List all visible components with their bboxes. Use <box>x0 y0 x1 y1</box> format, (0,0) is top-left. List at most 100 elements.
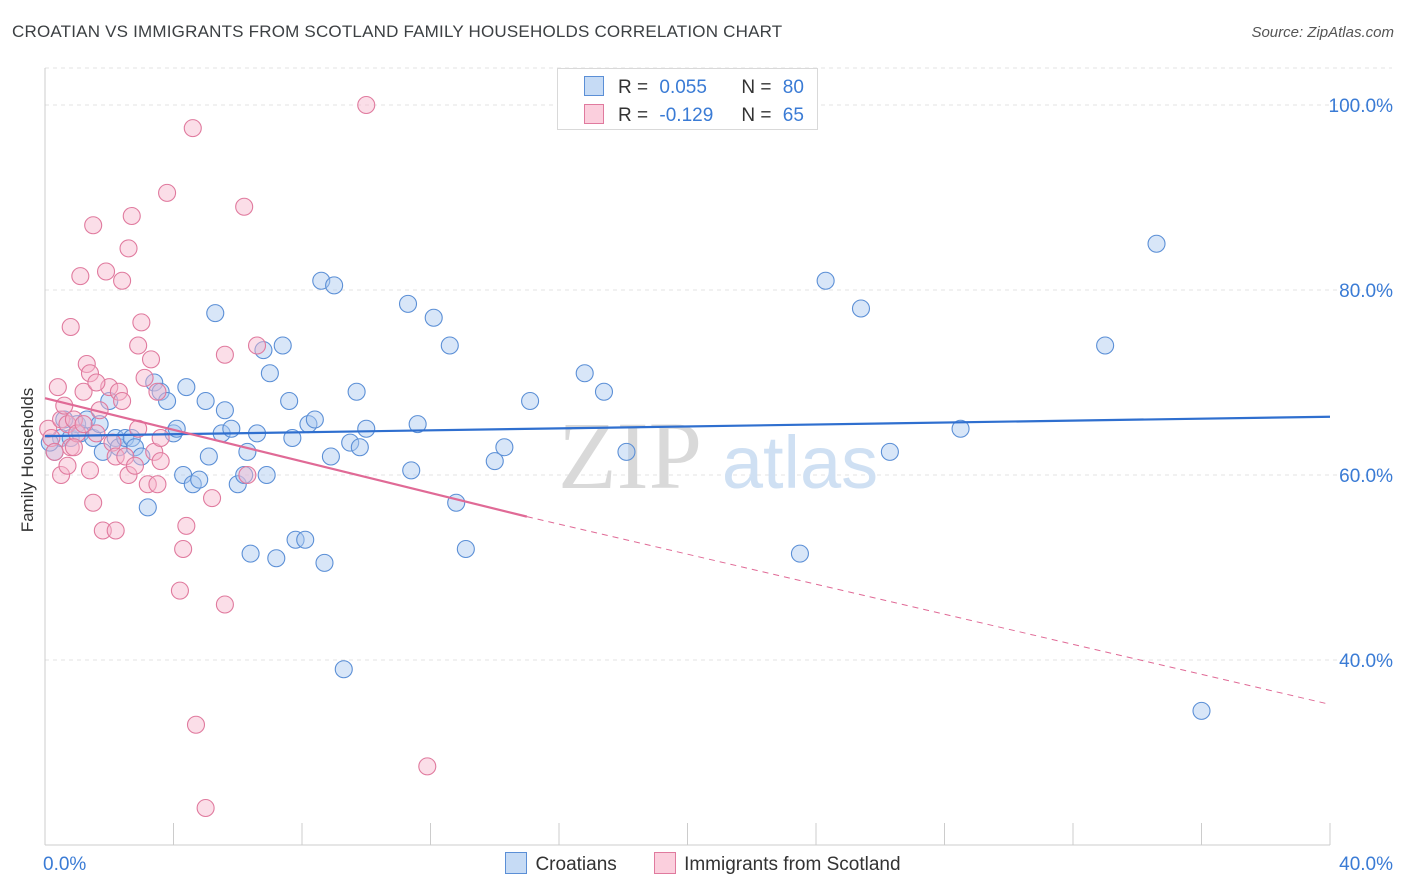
data-point <box>325 276 344 295</box>
data-point <box>280 391 299 411</box>
trendline-scotland <box>44 397 528 518</box>
data-point <box>321 447 340 466</box>
data-point <box>158 391 177 411</box>
data-point <box>87 424 106 443</box>
y-tick-label: 100.0% <box>1329 96 1394 117</box>
data-point <box>116 447 135 466</box>
data-point <box>196 391 215 411</box>
data-point <box>350 438 369 457</box>
data-point <box>84 216 103 235</box>
data-point <box>129 336 148 355</box>
data-point <box>418 757 437 776</box>
data-point <box>58 456 77 475</box>
data-point <box>84 493 103 512</box>
data-point <box>45 442 64 461</box>
data-point <box>215 345 234 364</box>
data-point <box>96 262 116 281</box>
data-point <box>247 336 267 355</box>
series-immigrants-from-scotland <box>39 95 437 818</box>
x-tick-label: 0.0% <box>43 854 86 875</box>
data-point <box>138 498 157 517</box>
data-point <box>203 489 222 508</box>
data-point <box>238 465 257 485</box>
data-point <box>215 595 234 614</box>
legend-swatch-croatians <box>505 852 528 874</box>
data-point <box>122 206 141 226</box>
data-point <box>64 410 83 429</box>
gridlines <box>45 67 1392 661</box>
data-point <box>521 391 540 411</box>
data-point <box>1147 234 1166 253</box>
data-point <box>68 424 87 443</box>
data-point <box>357 419 376 438</box>
data-point <box>190 470 209 489</box>
data-point <box>305 410 324 429</box>
watermark-atlas: atlas <box>722 421 878 504</box>
data-point <box>138 475 157 494</box>
data-point <box>347 382 366 401</box>
tick-labels: 40.0% 60.0% 80.0% 100.0% 0.0% 40.0% <box>43 96 1393 875</box>
data-point <box>183 475 202 494</box>
data-point <box>235 197 254 216</box>
source-label: Source: ZipAtlas.com <box>1251 24 1394 41</box>
data-point <box>183 119 202 138</box>
data-point <box>408 415 427 434</box>
data-point <box>880 442 899 461</box>
data-point <box>132 313 151 332</box>
data-point <box>80 461 100 480</box>
watermark: ZIP atlas <box>558 402 878 509</box>
r-value: -0.129 <box>659 105 714 126</box>
data-point <box>119 239 138 258</box>
y-tick-label: 40.0% <box>1339 651 1393 672</box>
legend-swatch-scotland <box>584 104 604 124</box>
axes <box>44 68 1331 846</box>
data-point <box>52 410 71 429</box>
data-point <box>58 415 77 434</box>
data-point <box>273 336 292 355</box>
data-point <box>206 304 225 323</box>
data-point <box>199 447 218 466</box>
data-point <box>241 544 260 563</box>
data-point <box>113 391 132 411</box>
data-point <box>141 350 161 369</box>
data-point <box>402 461 421 480</box>
data-point <box>64 438 83 457</box>
data-point <box>61 317 80 337</box>
data-point <box>119 465 138 485</box>
data-point <box>398 294 418 313</box>
data-point <box>196 798 215 818</box>
data-point <box>495 438 514 457</box>
legend-item-croatians[interactable]: Croatians <box>505 852 617 876</box>
data-point <box>851 299 871 318</box>
data-point <box>125 456 144 475</box>
data-point <box>790 544 809 563</box>
data-point <box>100 391 119 411</box>
trendline-croatians <box>44 415 1331 438</box>
data-point <box>170 581 189 600</box>
data-point <box>48 378 67 397</box>
data-point <box>80 364 100 383</box>
data-point <box>334 660 353 679</box>
data-point <box>1192 701 1211 720</box>
data-point <box>177 378 196 397</box>
data-point <box>575 364 594 383</box>
y-tick-label: 80.0% <box>1339 281 1393 302</box>
data-point <box>186 715 206 734</box>
r-label: R = <box>618 77 649 98</box>
legend-row-croatians: R = 0.055 N = 80 <box>584 76 804 99</box>
data-point <box>87 373 106 392</box>
n-label: N = <box>741 105 772 126</box>
data-point <box>93 521 112 540</box>
legend-item-immigrants-from-scotland[interactable]: Immigrants from Scotland <box>654 852 901 876</box>
trendline-scotland <box>526 516 1331 705</box>
data-point <box>283 428 302 448</box>
data-point <box>52 465 71 485</box>
data-point <box>106 447 125 466</box>
data-point <box>816 271 835 290</box>
data-point <box>106 521 125 540</box>
legend-row-immigrants-from-scotland: R = -0.129 N = 65 <box>584 104 804 127</box>
data-point <box>215 401 234 420</box>
data-point <box>71 267 90 286</box>
data-point <box>135 368 154 387</box>
data-point <box>257 465 276 485</box>
